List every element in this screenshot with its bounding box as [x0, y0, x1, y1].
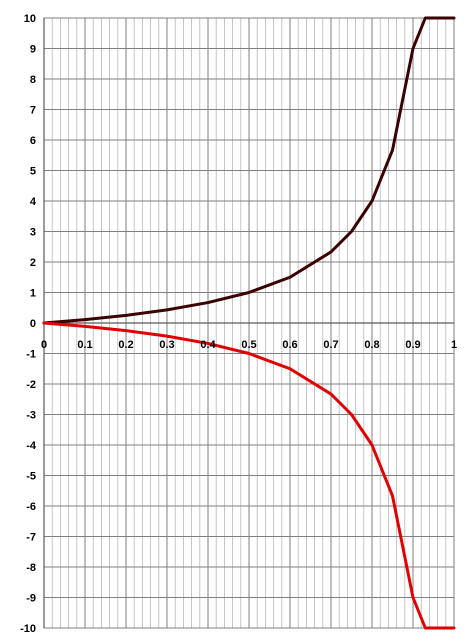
- y-tick-label: 7: [30, 105, 36, 117]
- y-tick-label: 10: [24, 13, 36, 25]
- y-tick-label: 6: [30, 135, 36, 147]
- y-tick-label: -8: [26, 562, 36, 574]
- y-tick-label: 0: [30, 318, 36, 330]
- x-tick-label: 0.6: [282, 339, 297, 351]
- x-tick-label: 0.3: [159, 339, 174, 351]
- y-tick-label: 9: [30, 44, 36, 56]
- series-group: [42, 16, 456, 630]
- x-tick-label: 0.5: [241, 339, 256, 351]
- y-tick-label: 1: [30, 288, 36, 300]
- y-tick-label: -7: [26, 532, 36, 544]
- x-tick-label: 0: [41, 339, 47, 351]
- y-tick-label: -4: [26, 440, 37, 452]
- y-tick-label: -5: [26, 471, 36, 483]
- y-tick-label: -3: [26, 410, 36, 422]
- x-tick-label: 0.7: [323, 339, 338, 351]
- x-tick-label: 1: [451, 339, 457, 351]
- y-tick-label: 2: [30, 257, 36, 269]
- x-tick-labels: 0 0.1 0.2 0.3 0.4 0.5 0.6 0.7 0.8 0.9 1: [41, 339, 457, 351]
- y-tick-label: 3: [30, 227, 36, 239]
- y-tick-label: -9: [26, 593, 36, 605]
- y-tick-label: 8: [30, 74, 36, 86]
- x-tick-label: 0.9: [405, 339, 420, 351]
- x-tick-label: 0.4: [200, 339, 216, 351]
- y-tick-label: 5: [30, 166, 36, 178]
- y-tick-label: 4: [30, 196, 37, 208]
- y-tick-label: -1: [26, 349, 36, 361]
- x-tick-label: 0.2: [118, 339, 133, 351]
- series-line-2: [42, 321, 456, 630]
- y-tick-label: -2: [26, 379, 36, 391]
- x-tick-label: 0.8: [364, 339, 379, 351]
- y-tick-label: -6: [26, 501, 36, 513]
- x-tick-label: 0.1: [77, 339, 92, 351]
- y-tick-label: -10: [20, 623, 36, 635]
- series-line-1: [42, 16, 456, 325]
